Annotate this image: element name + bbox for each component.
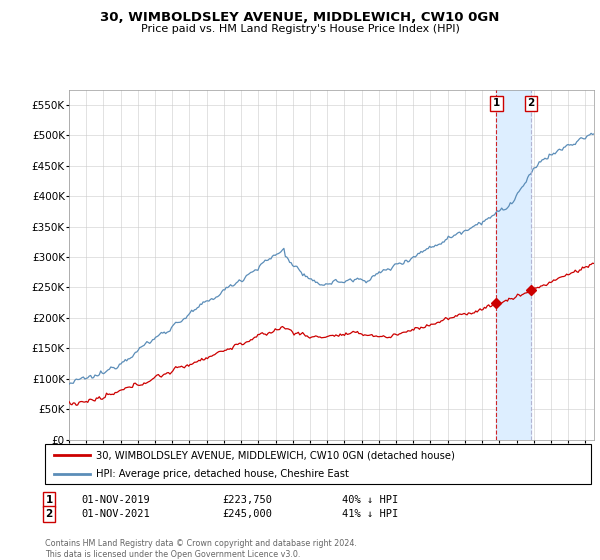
Text: £245,000: £245,000 — [222, 509, 272, 519]
Text: 30, WIMBOLDSLEY AVENUE, MIDDLEWICH, CW10 0GN: 30, WIMBOLDSLEY AVENUE, MIDDLEWICH, CW10… — [100, 11, 500, 24]
Text: 01-NOV-2019: 01-NOV-2019 — [81, 494, 150, 505]
Text: £223,750: £223,750 — [222, 494, 272, 505]
Text: 30, WIMBOLDSLEY AVENUE, MIDDLEWICH, CW10 0GN (detached house): 30, WIMBOLDSLEY AVENUE, MIDDLEWICH, CW10… — [96, 450, 455, 460]
Bar — [496, 90, 531, 440]
Text: 40% ↓ HPI: 40% ↓ HPI — [342, 494, 398, 505]
Text: 1: 1 — [493, 99, 500, 108]
Text: HPI: Average price, detached house, Cheshire East: HPI: Average price, detached house, Ches… — [96, 469, 349, 479]
Text: 2: 2 — [46, 509, 53, 519]
Text: 2: 2 — [527, 99, 535, 108]
Text: Price paid vs. HM Land Registry's House Price Index (HPI): Price paid vs. HM Land Registry's House … — [140, 24, 460, 34]
Text: 01-NOV-2021: 01-NOV-2021 — [81, 509, 150, 519]
Text: Contains HM Land Registry data © Crown copyright and database right 2024.
This d: Contains HM Land Registry data © Crown c… — [45, 539, 357, 559]
Text: 1: 1 — [46, 494, 53, 505]
Text: 41% ↓ HPI: 41% ↓ HPI — [342, 509, 398, 519]
